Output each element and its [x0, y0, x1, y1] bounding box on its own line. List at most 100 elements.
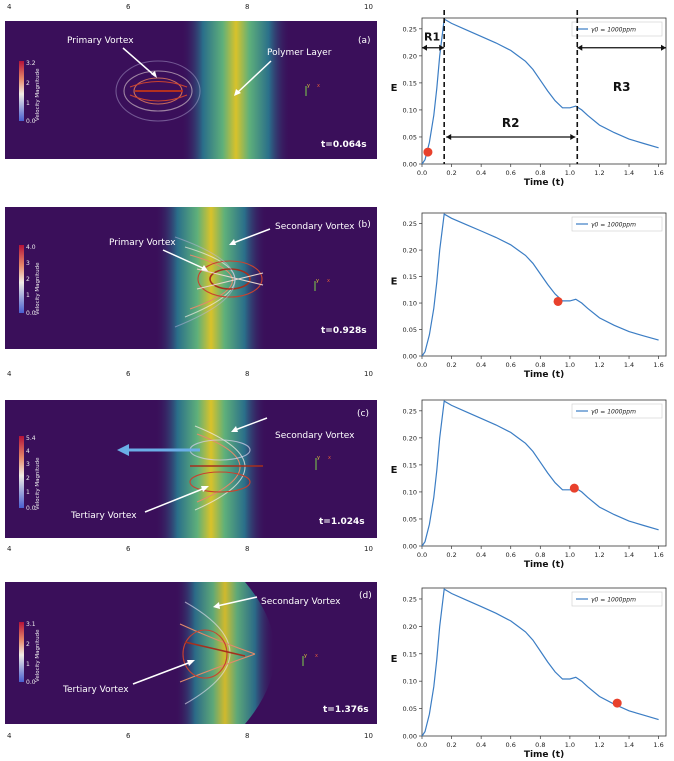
x-tick-label: 1.6: [653, 551, 663, 559]
y-tick-label: 0.10: [403, 106, 417, 114]
arrow-head-icon: [661, 44, 666, 51]
x-tick-label: 0.2: [446, 361, 456, 369]
flow-panel-d: 3.1 2 1 0.0 Velocity Magnitude Secondary…: [5, 582, 377, 724]
annotation-arrow: [132, 661, 192, 685]
series-line: [421, 588, 659, 737]
annotation-primary-vortex: Primary Vortex: [109, 238, 176, 248]
colorbar: [19, 622, 24, 682]
x-tick-label: 1.4: [624, 361, 634, 369]
y-tick-label: 0.25: [403, 220, 417, 228]
x-tick-label: 0.0: [417, 361, 427, 369]
x-tick-label: 1.0: [565, 551, 575, 559]
x-axis-label: Time (t): [524, 178, 564, 188]
x-tick: 6: [126, 732, 131, 740]
x-axis-label: Time (t): [524, 370, 564, 380]
time-marker: [423, 147, 433, 157]
x-tick-label: 0.6: [506, 551, 516, 559]
colorbar-title: Velocity Magnitude: [35, 68, 41, 121]
arrow-head-icon: [229, 239, 236, 245]
x-tick-label: 0.8: [535, 361, 545, 369]
legend-box: [571, 403, 663, 419]
energy-chart-a: 0.00 0.05 0.10 0.15 0.20 0.25 0.0 0.2 0.4 0.6 0.8 1…: [391, 10, 667, 188]
vortex-field: [189, 425, 263, 511]
arrow-head-icon: [201, 265, 208, 271]
svg-text:x: x: [317, 83, 320, 89]
panel-label: (a): [358, 36, 371, 46]
x-tick: 4: [7, 370, 12, 378]
row-c: 5.4 4 3 2 1 0.0 Velocity Magnitude Secon…: [0, 380, 674, 570]
plot-frame: [421, 587, 667, 737]
y-tick-label: 0.15: [403, 79, 417, 87]
region-label-r2: R2: [502, 116, 520, 130]
y-tick-label: 0.20: [403, 434, 417, 442]
vortex-field: [174, 236, 264, 328]
colorbar-tick: 2: [26, 276, 30, 283]
svg-text:y: y: [304, 653, 307, 659]
colorbar-tick: 3: [26, 461, 30, 468]
colorbar-tick: 1: [26, 292, 30, 299]
annotation-arrow: [232, 228, 271, 244]
legend-label: γ0 = 1000ppm: [591, 409, 636, 416]
arrow-head-icon: [201, 486, 209, 492]
y-tick-label: 0.05: [403, 326, 417, 334]
svg-text:x: x: [328, 455, 331, 461]
x-tick-label: 0.6: [506, 169, 516, 177]
colorbar-tick: 1: [26, 100, 30, 107]
y-tick-label: 0.20: [403, 623, 417, 631]
polymer-layer-band: [175, 582, 275, 724]
y-tick-label: 0.20: [403, 52, 417, 60]
arrow-head-icon: [234, 89, 241, 96]
colorbar-tick: 1: [26, 661, 30, 668]
arrow-head-icon: [422, 44, 427, 51]
time-marker: [569, 483, 579, 493]
x-tick: 4: [7, 545, 12, 553]
arrow-head-icon: [446, 133, 452, 140]
x-tick: 10: [364, 732, 373, 740]
y-tick-label: 0.15: [403, 461, 417, 469]
time-marker: [612, 698, 622, 708]
energy-chart-b: 0.00 0.05 0.10 0.15 0.20 0.25 0.0 0.2 0.4 0.6 0.8 1…: [391, 212, 667, 380]
series-line: [421, 400, 659, 547]
legend-label: γ0 = 1000ppm: [591, 597, 636, 604]
x-tick-label: 1.4: [624, 169, 634, 177]
colorbar-tick: 0.0: [26, 118, 36, 125]
x-axis-label: Time (t): [524, 750, 564, 760]
series-line: [421, 213, 659, 357]
legend-label: γ0 = 1000ppm: [591, 27, 636, 34]
x-tick-label: 0.4: [476, 551, 486, 559]
x-tick-label: 0.0: [417, 741, 427, 749]
annotation-arrow: [236, 60, 272, 94]
annotation-polymer-layer: Polymer Layer: [267, 48, 332, 58]
vortex-field: [115, 60, 201, 122]
x-tick-label: 1.2: [594, 551, 604, 559]
x-tick-label: 1.6: [653, 169, 663, 177]
energy-chart-d: 0.00 0.05 0.10 0.15 0.20 0.25 0.0 0.2 0.4 0.6 0.8 1…: [391, 587, 667, 760]
x-tick: 4: [7, 3, 12, 11]
colorbar-tick: 4.0: [26, 244, 36, 251]
colorbar-tick: 0.0: [26, 310, 36, 317]
flow-panel-a: 3.2 2 1 0.0 Velocity Magnitude Primary V…: [5, 21, 377, 159]
annotation-arrow: [122, 47, 156, 77]
panel-label: (c): [357, 409, 369, 419]
legend-label: γ0 = 1000ppm: [591, 222, 636, 229]
time-marker: [553, 296, 563, 306]
annotation-tertiary-vortex: Tertiary Vortex: [62, 685, 129, 695]
flow-panel-b: 4.0 3 2 1 0.0 Velocity Magnitude Primary…: [5, 207, 377, 349]
y-axis-label: E: [391, 83, 398, 94]
x-tick-label: 0.6: [506, 741, 516, 749]
x-tick-label: 0.8: [535, 551, 545, 559]
time-label: t=0.064s: [321, 140, 367, 150]
x-tick-label: 0.6: [506, 361, 516, 369]
arrow-head-icon: [151, 71, 157, 78]
legend-box: [571, 591, 663, 607]
arrow-head-icon: [187, 660, 195, 666]
x-tick-label: 1.0: [565, 741, 575, 749]
x-tick: 8: [245, 732, 250, 740]
colorbar-tick: 0.0: [26, 505, 36, 512]
x-tick: 4: [7, 732, 12, 740]
flow-panel-c: 5.4 4 3 2 1 0.0 Velocity Magnitude Secon…: [5, 400, 377, 538]
annotation-secondary-vortex: Secondary Vortex: [261, 597, 341, 607]
x-tick-label: 0.2: [446, 741, 456, 749]
colorbar-tick: 1: [26, 489, 30, 496]
x-tick: 10: [364, 3, 373, 11]
